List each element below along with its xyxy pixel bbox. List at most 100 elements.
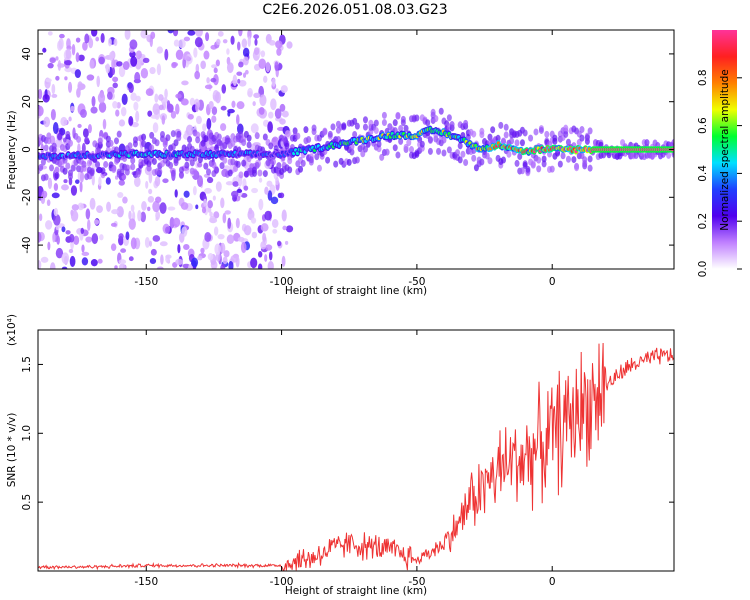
- spectrogram-halo-cell: [162, 140, 168, 148]
- spectrogram-noise-cell: [91, 233, 99, 245]
- spectrogram-noise-cell: [170, 110, 177, 119]
- spectrogram-noise-cell: [253, 34, 260, 39]
- spectrogram-noise-cell: [268, 111, 274, 119]
- spectrogram-noise-cell: [43, 116, 51, 128]
- spectrogram-noise-cell: [225, 181, 234, 186]
- spectrogram-halo-cell: [141, 140, 147, 148]
- spectrogram-halo-cell: [130, 157, 136, 165]
- spectrogram-noise-cell: [284, 240, 289, 245]
- spectrogram-noise-cell: [140, 211, 147, 223]
- spectrogram-halo-cell: [287, 166, 293, 174]
- spectrogram-noise-cell: [149, 258, 157, 265]
- spectrogram-halo-cell: [219, 162, 225, 170]
- spectrogram-noise-cell: [150, 248, 157, 256]
- snr-ylabel: SNR (10 * v/v): [6, 413, 18, 488]
- spectrogram-noise-cell: [142, 57, 150, 63]
- spectrogram-halo-cell: [173, 139, 179, 147]
- spectrogram-y-tick-label: -20: [21, 189, 33, 206]
- spectrogram-noise-cell: [154, 93, 159, 103]
- spectrogram-halo-cell: [195, 136, 201, 144]
- spectrogram-noise-cell: [87, 219, 91, 231]
- spectrogram-noise-cell: [61, 266, 68, 269]
- spectrogram-noise-cell: [175, 49, 184, 61]
- spectrogram-halo-cell: [62, 167, 68, 175]
- spectrogram-noise-cell: [258, 106, 265, 115]
- spectrogram-halo-cell: [509, 137, 515, 145]
- spectrogram-halo-cell: [100, 167, 106, 175]
- spectrogram-noise-cell: [150, 114, 159, 119]
- spectrogram-halo-cell: [528, 134, 534, 142]
- spectrogram-noise-cell: [145, 180, 149, 189]
- spectrogram-noise-cell: [260, 223, 269, 232]
- spectrogram-halo-cell: [252, 169, 258, 177]
- spectrogram-noise-cell: [189, 97, 195, 106]
- spectrogram-noise-cell: [240, 192, 248, 198]
- spectrogram-noise-cell: [56, 235, 60, 245]
- spectrogram-noise-cell: [164, 48, 169, 61]
- spectrogram-noise-cell: [260, 241, 267, 250]
- spectrogram-noise-cell: [69, 255, 76, 268]
- spectrogram-halo-cell: [381, 119, 387, 127]
- spectrogram-noise-cell: [122, 61, 130, 70]
- spectrogram-noise-cell: [243, 185, 249, 191]
- spectrogram-noise-cell: [91, 30, 98, 37]
- spectrogram-noise-cell: [232, 181, 239, 187]
- spectrogram-noise-cell: [75, 52, 80, 63]
- spectrogram-noise-cell: [122, 196, 128, 204]
- spectrogram-noise-cell: [87, 123, 92, 134]
- spectrogram-noise-cell: [181, 55, 190, 61]
- spectrogram-halo-cell: [565, 155, 571, 163]
- spectrogram-noise-cell: [145, 88, 154, 97]
- spectrogram-noise-cell: [280, 85, 288, 94]
- spectrogram-noise-cell: [120, 248, 127, 253]
- spectrogram-noise-cell: [81, 251, 90, 257]
- spectrogram-halo-cell: [113, 137, 119, 145]
- spectrogram-noise-cell: [111, 209, 119, 215]
- spectrogram-noise-cell: [62, 137, 67, 143]
- spectrogram-noise-cell: [194, 70, 201, 80]
- spectrogram-halo-cell: [89, 169, 95, 177]
- spectrogram-noise-cell: [118, 263, 126, 269]
- spectrogram-halo-cell: [86, 159, 92, 167]
- spectrogram-noise-cell: [162, 178, 169, 184]
- spectrogram-halo-cell: [254, 161, 260, 169]
- spectrogram-noise-cell: [242, 72, 247, 78]
- spectrogram-halo-cell: [238, 171, 244, 179]
- spectrogram-noise-cell: [165, 226, 170, 234]
- spectrogram-y-tick-label: 20: [21, 95, 33, 108]
- spectrogram-halo-cell: [354, 122, 360, 130]
- spectrogram-noise-cell: [105, 177, 111, 185]
- spectrogram-halo-cell: [154, 139, 160, 147]
- spectrogram-halo-cell: [403, 124, 409, 132]
- spectrogram-noise-cell: [193, 47, 198, 58]
- spectrogram-halo-cell: [544, 130, 550, 138]
- spectrogram-halo-cell: [130, 163, 136, 171]
- spectrogram-noise-cell: [107, 38, 112, 47]
- colorbar-tick-label: 0.0: [697, 261, 709, 278]
- spectrogram-halo-cell: [151, 157, 157, 165]
- spectrogram-noise-cell: [118, 233, 124, 240]
- spectrogram-noise-cell: [272, 228, 278, 234]
- spectrogram-noise-cell: [217, 31, 224, 37]
- spectrogram-noise-cell: [191, 257, 199, 268]
- spectrogram-noise-cell: [111, 67, 116, 76]
- spectrogram-noise-cell: [158, 104, 164, 111]
- spectrogram-noise-cell: [187, 30, 196, 36]
- spectrogram-noise-cell: [112, 101, 118, 109]
- spectrogram-noise-cell: [51, 192, 60, 199]
- spectrogram-halo-cell: [565, 138, 571, 146]
- spectrogram-noise-cell: [237, 41, 241, 51]
- spectrogram-noise-cell: [188, 263, 193, 269]
- spectrogram-noise-cell: [195, 30, 203, 37]
- spectrogram-noise-cell: [45, 220, 53, 230]
- spectrogram-noise-cell: [216, 38, 221, 46]
- spectrogram-halo-cell: [671, 138, 674, 146]
- spectrogram-halo-cell: [346, 158, 352, 166]
- spectrogram-halo-cell: [487, 133, 493, 141]
- spectrogram-noise-cell: [267, 260, 274, 269]
- spectrogram-halo-cell: [471, 130, 477, 138]
- spectrogram-halo-cell: [135, 170, 141, 178]
- spectrogram-halo-cell: [522, 129, 528, 137]
- spectrogram-halo-cell: [398, 125, 404, 133]
